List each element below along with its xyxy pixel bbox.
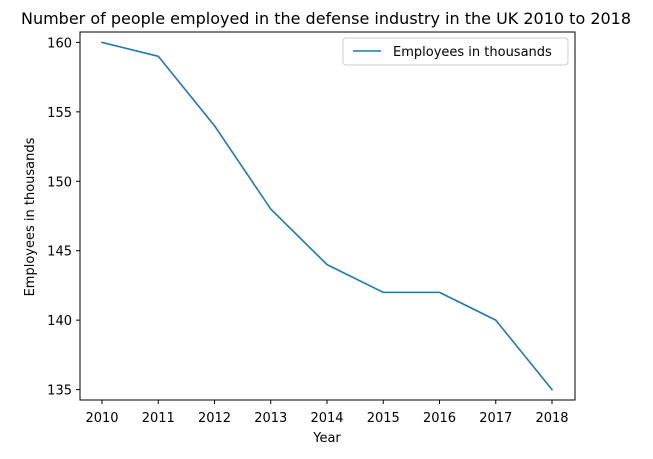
chart-title: Number of people employed in the defense… [21, 9, 631, 28]
y-tick-label: 155 [47, 106, 72, 121]
series-layer [101, 41, 554, 391]
y-tick-label: 135 [47, 384, 72, 399]
y-tick-label: 140 [47, 314, 72, 329]
y-tick-label: 150 [47, 175, 72, 190]
x-tick-label: 2017 [479, 411, 512, 426]
y-axis: 135 140 145 150 155 160 [47, 36, 80, 399]
x-tick-label: 2016 [423, 411, 456, 426]
legend-label: Employees in thousands [393, 45, 552, 60]
series-line [101, 41, 554, 391]
y-tick-label: 160 [47, 36, 72, 51]
x-tick-label: 2015 [367, 411, 400, 426]
plot-area-frame [79, 31, 576, 401]
legend: Employees in thousands [342, 37, 569, 66]
y-axis-label: Employees in thousands [23, 137, 38, 296]
x-tick-label: 2014 [310, 411, 343, 426]
x-tick-label: 2018 [535, 411, 568, 426]
x-tick-label: 2010 [85, 411, 118, 426]
x-tick-label: 2011 [142, 411, 175, 426]
x-axis: 2010 2011 2012 2013 2014 2015 2016 2017 2018 [85, 400, 569, 426]
y-tick-label: 145 [47, 245, 72, 260]
x-axis-label: Year [312, 431, 341, 446]
legend-box [342, 37, 569, 66]
x-tick-label: 2012 [198, 411, 231, 426]
x-tick-label: 2013 [254, 411, 287, 426]
